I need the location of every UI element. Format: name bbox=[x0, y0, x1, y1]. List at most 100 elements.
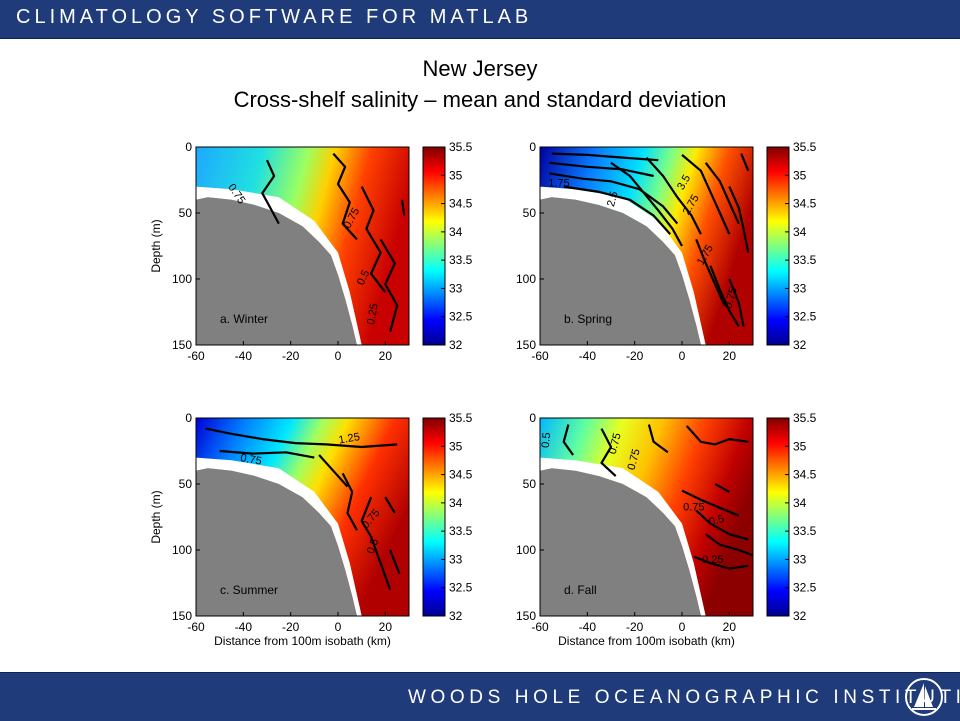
x-tick-label: -60 bbox=[531, 620, 549, 634]
contour-line bbox=[685, 425, 749, 446]
colorbar-tick-label: 35 bbox=[449, 439, 463, 453]
colorbar-tick-label: 34.5 bbox=[449, 468, 473, 482]
contour-line bbox=[360, 496, 392, 590]
colorbar-tick-label: 35 bbox=[793, 168, 807, 182]
colorbar bbox=[766, 417, 790, 617]
colorbar-tick-label: 32.5 bbox=[793, 581, 817, 595]
contour-line bbox=[341, 472, 358, 531]
contour-line bbox=[360, 186, 387, 293]
y-tick-label: 0 bbox=[185, 140, 192, 154]
y-tick-label: 150 bbox=[516, 609, 536, 623]
panel-2: 1.752.53.52.751.750.75-60 -40 -20 0 20050100… bbox=[516, 140, 817, 363]
colorbar bbox=[766, 146, 790, 346]
colorbar-tick-label: 34.5 bbox=[793, 468, 817, 482]
contour-line bbox=[205, 427, 398, 449]
land-mask bbox=[196, 468, 357, 616]
colorbar-tick-label: 35 bbox=[793, 439, 807, 453]
contour-line bbox=[728, 186, 750, 253]
colorbar-tick-label: 34 bbox=[449, 496, 463, 510]
contour-label: 0.75 bbox=[723, 286, 740, 310]
y-tick-label: 100 bbox=[516, 272, 536, 286]
panel-label: c. Summer bbox=[220, 583, 278, 597]
land-mask bbox=[540, 197, 701, 345]
contour-line bbox=[400, 199, 406, 216]
land-mask bbox=[540, 468, 701, 616]
y-tick-label: 50 bbox=[179, 206, 193, 220]
contour-line bbox=[740, 153, 750, 172]
contour-line bbox=[709, 265, 740, 328]
colorbar-tick-label: 35.5 bbox=[449, 140, 473, 154]
contour-line bbox=[549, 161, 654, 178]
panel-label: d. Fall bbox=[564, 583, 597, 597]
y-tick-label: 50 bbox=[179, 477, 193, 491]
contour-line bbox=[704, 162, 740, 225]
contour-label: 0.75 bbox=[683, 501, 704, 513]
colorbar-tick-label: 34 bbox=[793, 496, 807, 510]
contour-label: 0.25 bbox=[365, 303, 381, 326]
panel-label: b. Spring bbox=[564, 312, 612, 326]
contour-label: 0.75 bbox=[239, 452, 262, 468]
contour-line bbox=[379, 238, 399, 333]
contour-line bbox=[318, 454, 349, 488]
x-axis-label: Distance from 100m isobath (km) bbox=[214, 634, 391, 648]
whoi-sailboat-icon bbox=[905, 678, 943, 716]
contour-line bbox=[549, 172, 679, 225]
y-axis-label: Depth (m) bbox=[149, 219, 163, 272]
x-tick-label: -40 bbox=[235, 349, 253, 363]
colorbar-tick-label: 34 bbox=[793, 225, 807, 239]
contour-line bbox=[384, 496, 396, 514]
x-tick-label: -20 bbox=[626, 349, 644, 363]
colorbar bbox=[422, 417, 446, 617]
contour-line bbox=[551, 152, 659, 162]
x-tick-label: -40 bbox=[235, 620, 253, 634]
contour-line bbox=[714, 483, 730, 493]
colorbar-tick-label: 33 bbox=[793, 281, 807, 295]
bottom-banner: WOODS HOLE OCEANOGRAPHIC INSTITUTION bbox=[0, 672, 960, 721]
colorbar-tick-label: 35.5 bbox=[793, 411, 817, 425]
contour-label: 1.75 bbox=[548, 178, 569, 190]
contour-line bbox=[705, 533, 754, 557]
contour-line bbox=[389, 549, 401, 575]
y-tick-label: 150 bbox=[516, 338, 536, 352]
y-tick-label: 100 bbox=[172, 272, 192, 286]
x-tick-label: 20 bbox=[379, 620, 393, 634]
footer-institution: WOODS HOLE OCEANOGRAPHIC INSTITUTION bbox=[408, 687, 960, 708]
x-tick-label: 20 bbox=[379, 349, 393, 363]
x-tick-label: -60 bbox=[187, 349, 205, 363]
axes-frame bbox=[195, 417, 410, 617]
colorbar-tick-label: 32.5 bbox=[449, 310, 473, 324]
x-tick-label: 0 bbox=[335, 349, 342, 363]
x-tick-label: -20 bbox=[282, 349, 300, 363]
y-tick-label: 50 bbox=[523, 206, 537, 220]
colorbar-tick-label: 32 bbox=[449, 338, 463, 352]
axes-frame bbox=[539, 417, 754, 617]
x-tick-label: 0 bbox=[679, 620, 686, 634]
colorbar bbox=[422, 146, 446, 346]
contour-line bbox=[728, 278, 745, 327]
x-tick-label: -60 bbox=[187, 620, 205, 634]
colorbar-tick-label: 32 bbox=[793, 338, 807, 352]
contour-label: 2.5 bbox=[605, 190, 621, 208]
land-mask bbox=[196, 197, 357, 345]
panel-4: 0.5 0.750.750.750.50.25-60 -40 -20 0 20050100… bbox=[516, 411, 817, 648]
y-axis-label: Depth (m) bbox=[149, 490, 163, 543]
y-tick-label: 0 bbox=[529, 411, 536, 425]
contour-label: 0.5 bbox=[365, 537, 382, 555]
x-tick-label: -20 bbox=[282, 620, 300, 634]
colorbar-tick-label: 35 bbox=[449, 168, 463, 182]
top-banner: CLIMATOLOGY SOFTWARE FOR MATLAB bbox=[0, 0, 960, 39]
colorbar-tick-label: 35.5 bbox=[449, 411, 473, 425]
contour-line bbox=[600, 428, 617, 477]
contour-line bbox=[695, 509, 749, 541]
colorbar-tick-label: 32.5 bbox=[793, 310, 817, 324]
contour-label: 0.75 bbox=[607, 432, 624, 456]
axes-frame bbox=[195, 146, 410, 346]
slide-subtitle: Cross-shelf salinity – mean and standard… bbox=[233, 87, 727, 112]
contour-label: 1.25 bbox=[338, 431, 361, 447]
y-tick-label: 150 bbox=[172, 609, 192, 623]
y-tick-label: 100 bbox=[516, 543, 536, 557]
x-tick-label: 0 bbox=[679, 349, 686, 363]
contour-label: 0.25 bbox=[702, 554, 723, 566]
colorbar-tick-label: 33 bbox=[793, 552, 807, 566]
